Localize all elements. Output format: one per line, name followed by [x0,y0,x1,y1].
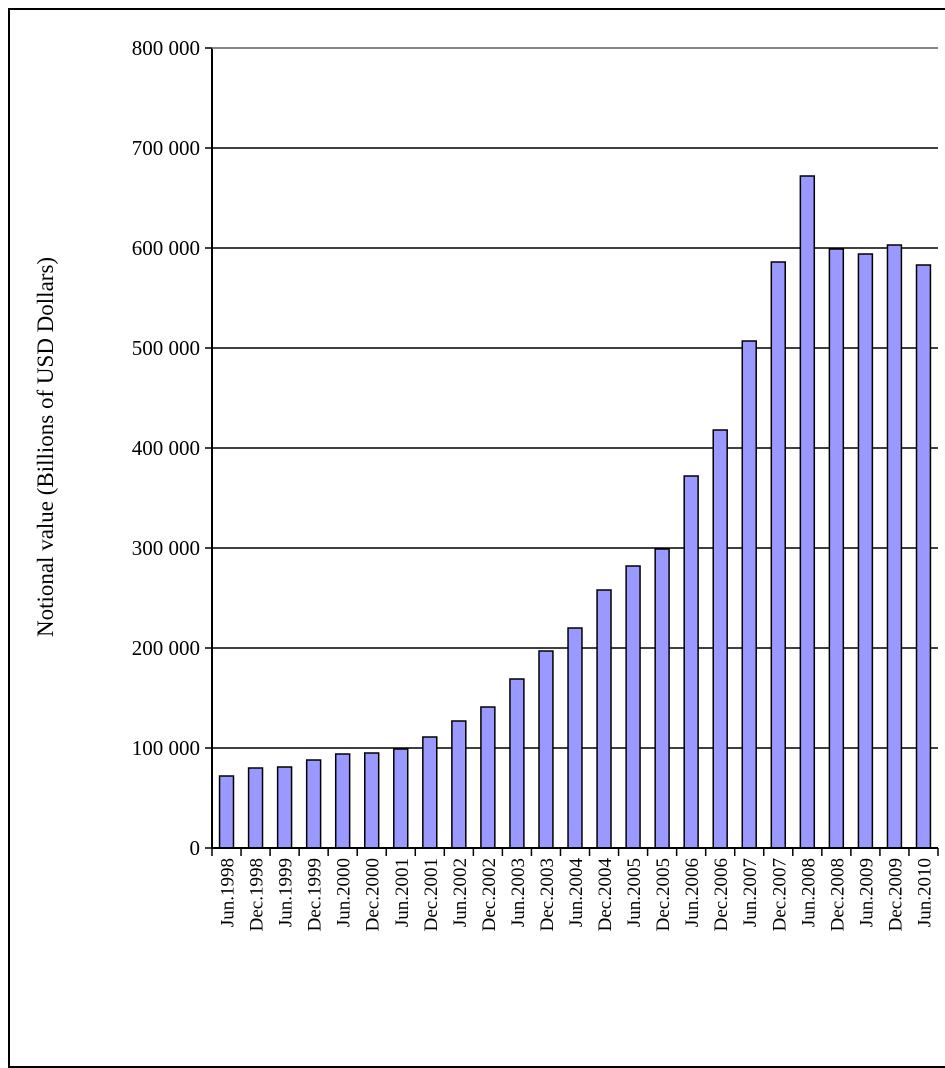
x-tick-label: Jun.2006 [682,858,703,927]
x-tick-label: Dec.2004 [595,858,616,932]
x-tick-label: Jun.2007 [740,858,761,927]
x-tick-label: Jun.2008 [798,858,819,927]
bar [654,548,670,849]
x-tick-label: Dec.2005 [653,858,674,931]
bar-chart: Notional value (Billions of USD Dollars)… [33,36,939,932]
bar [567,627,583,849]
y-tick-label: 0 [190,836,201,860]
bar [509,678,525,849]
bar [393,748,409,849]
bar [218,775,235,849]
bar [596,589,612,849]
bar [247,767,264,849]
y-axis-ticks: 0 100 000 200 000 300 000 400 000 500 000 600 … [132,36,212,860]
bar [712,429,728,849]
y-tick-label: 800 000 [132,36,200,60]
x-tick-label: Jun.1999 [276,858,297,927]
y-tick-label: 100 000 [132,736,200,760]
y-tick-label: 500 000 [132,336,200,360]
y-tick-label: 300 000 [132,536,200,560]
bar [480,706,496,849]
x-axis-ticks: Jun.1998 Dec.1998 Jun.1999 Dec.1999 Jun.2000… [211,848,939,932]
bar [538,650,554,849]
bar [886,244,903,849]
x-tick-label: Dec.2002 [479,858,500,931]
x-tick-label: Dec.1999 [305,858,326,931]
bar [276,766,293,849]
y-axis-label: Notional value (Billions of USD Dollars) [33,257,58,637]
bar [857,253,874,849]
x-tick-label: Jun.2010 [914,858,935,927]
x-tick-label: Dec.2001 [421,858,442,931]
bar [334,753,351,849]
bar [770,261,786,849]
x-tick-label: Dec.2000 [363,858,384,931]
x-tick-label: Dec.2008 [827,858,848,931]
bar [915,264,932,849]
bar [683,475,699,849]
bar [625,565,641,849]
bar [741,340,757,849]
x-tick-label: Dec.2006 [711,858,732,931]
x-tick-label: Dec.2007 [769,858,790,931]
y-tick-label: 200 000 [132,636,200,660]
y-tick-label: 400 000 [132,436,200,460]
x-tick-label: Jun.2002 [450,858,471,927]
bar [305,759,322,849]
bars [218,175,932,849]
bar [422,736,438,849]
bar [828,248,845,849]
y-tick-label: 600 000 [132,236,200,260]
x-tick-label: Jun.2000 [334,858,355,927]
x-tick-label: Jun.1998 [218,858,239,927]
axes [211,47,938,849]
x-tick-label: Jun.2003 [508,858,529,927]
x-tick-label: Dec.1998 [247,858,268,931]
bar [799,175,816,849]
bar [451,720,467,849]
x-tick-label: Jun.2009 [856,858,877,927]
x-tick-label: Dec.2003 [537,858,558,931]
x-tick-label: Jun.2004 [566,858,587,928]
y-tick-label: 700 000 [132,136,200,160]
x-tick-label: Jun.2001 [392,858,413,927]
x-tick-label: Dec.2009 [885,858,906,931]
bar [364,752,380,849]
x-tick-label: Jun.2005 [624,858,645,927]
